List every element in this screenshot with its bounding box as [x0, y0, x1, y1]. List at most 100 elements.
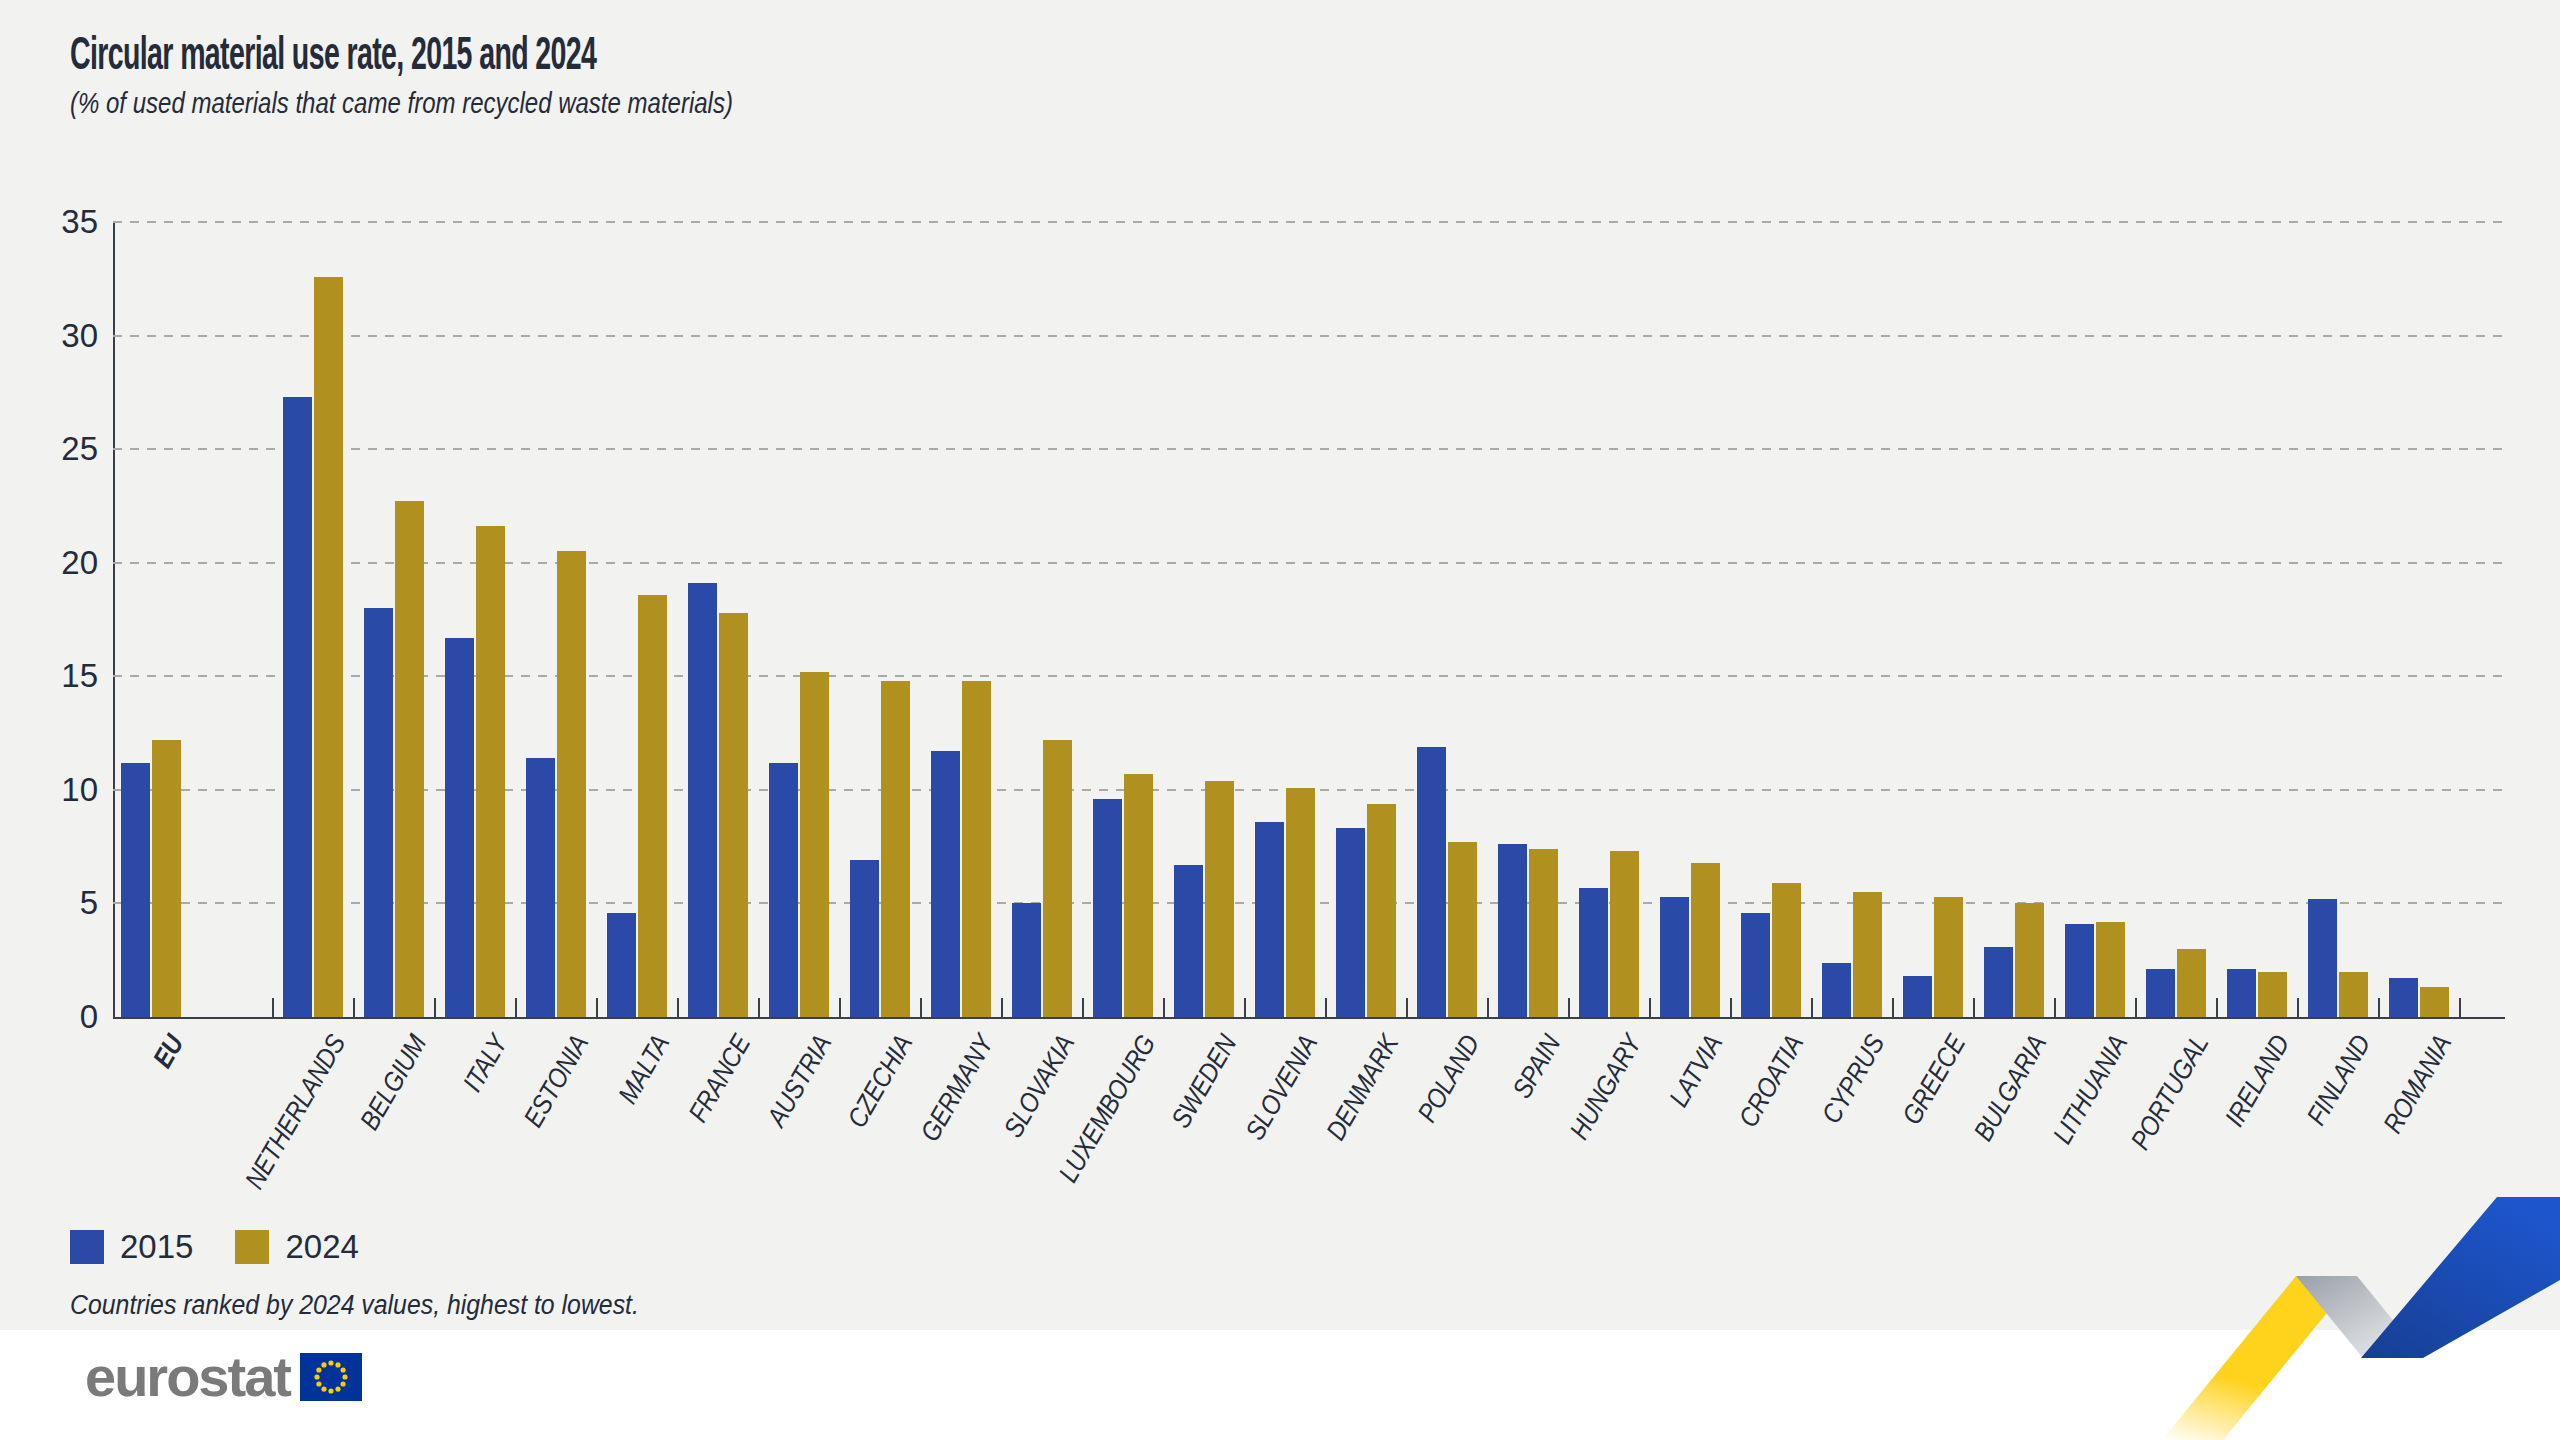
bar-2015-romania [2389, 978, 2418, 1017]
bar-2015-germany [931, 751, 960, 1017]
x-axis-label-malta: MALTA [510, 1031, 674, 1288]
flag-star [340, 1367, 345, 1372]
x-axis-tick [1973, 998, 1975, 1017]
bar-2024-lithuania [2096, 922, 2125, 1017]
x-axis-label-lithuania: LITHUANIA [1968, 1031, 2132, 1288]
bar-2015-latvia [1660, 897, 1689, 1017]
x-axis-tick [1001, 998, 1003, 1017]
bar-2024-slovakia [1043, 740, 1072, 1017]
flag-star [316, 1381, 321, 1386]
eurostat-infographic: { "title": "Circular material use rate, … [0, 0, 2560, 1440]
bar-2024-italy [476, 526, 505, 1017]
bar-2015-austria [769, 763, 798, 1017]
page-title: Circular material use rate, 2015 and 202… [70, 26, 596, 80]
x-axis-label-italy: ITALY [348, 1031, 512, 1288]
bar-2015-sweden [1174, 865, 1203, 1017]
bar-chart-plot-area: 05101520253035EUNETHERLANDSBELGIUMITALYE… [113, 222, 2505, 1017]
bar-2024-luxembourg [1124, 774, 1153, 1017]
x-axis-tick [1082, 998, 1084, 1017]
legend-swatch-2024 [235, 1230, 269, 1264]
x-axis-tick [677, 998, 679, 1017]
bar-2015-eu [121, 763, 150, 1017]
bar-2024-latvia [1691, 863, 1720, 1017]
flag-star [335, 1387, 340, 1392]
bar-2024-malta [638, 595, 667, 1017]
bar-2015-luxembourg [1093, 799, 1122, 1017]
x-axis-tick [1406, 998, 1408, 1017]
x-axis-label-bulgaria: BULGARIA [1887, 1031, 2051, 1288]
bar-2024-cyprus [1853, 892, 1882, 1017]
bar-2024-greece [1934, 897, 1963, 1017]
bar-2024-hungary [1610, 851, 1639, 1017]
bar-2024-estonia [557, 551, 586, 1017]
bar-2024-romania [2420, 987, 2449, 1017]
x-axis-label-luxembourg: LUXEMBOURG [996, 1031, 1160, 1288]
gridline-30 [113, 335, 2505, 337]
bar-2024-germany [962, 681, 991, 1017]
x-axis-label-greece: GREECE [1806, 1031, 1970, 1288]
legend-item-2024: 2024 [235, 1228, 358, 1266]
bar-2015-malta [607, 913, 636, 1017]
x-axis-label-slovenia: SLOVENIA [1158, 1031, 1322, 1288]
gridline-35 [113, 221, 2505, 223]
x-axis-baseline [113, 1017, 2505, 1019]
x-axis-label-spain: SPAIN [1401, 1031, 1565, 1288]
x-axis-tick [1325, 998, 1327, 1017]
flag-star [342, 1374, 347, 1379]
bar-2015-cyprus [1822, 963, 1851, 1018]
bar-2024-netherlands [314, 277, 343, 1017]
bar-2015-italy [445, 638, 474, 1017]
eu-flag-icon [300, 1353, 362, 1401]
x-axis-tick [2216, 998, 2218, 1017]
bar-2024-eu [152, 740, 181, 1017]
y-axis-line [113, 222, 115, 1017]
x-axis-tick [1163, 998, 1165, 1017]
bar-2015-estonia [526, 758, 555, 1017]
flag-star [340, 1381, 345, 1386]
chart-legend: 2015 2024 [70, 1228, 359, 1266]
x-axis-tick [1487, 998, 1489, 1017]
bar-2015-hungary [1579, 888, 1608, 1017]
x-axis-tick [1649, 998, 1651, 1017]
flag-star [335, 1362, 340, 1367]
x-axis-tick [1730, 998, 1732, 1017]
y-tick-label-30: 30 [38, 319, 98, 352]
x-axis-label-germany: GERMANY [834, 1031, 998, 1288]
x-axis-tick [1244, 998, 1246, 1017]
x-axis-tick [596, 998, 598, 1017]
bar-2024-poland [1448, 842, 1477, 1017]
x-axis-tick [2459, 998, 2461, 1017]
y-tick-label-35: 35 [38, 205, 98, 238]
bar-2015-poland [1417, 747, 1446, 1017]
x-axis-tick [839, 998, 841, 1017]
decorative-trend-ribbon [2130, 1150, 2560, 1440]
bar-2015-croatia [1741, 913, 1770, 1017]
page-subtitle: (% of used materials that came from recy… [70, 86, 733, 120]
bar-2015-portugal [2146, 969, 2175, 1017]
gridline-25 [113, 448, 2505, 450]
legend-swatch-2015 [70, 1230, 104, 1264]
legend-label-2024: 2024 [285, 1228, 358, 1266]
bar-2024-portugal [2177, 949, 2206, 1017]
bar-2024-belgium [395, 501, 424, 1017]
x-axis-tick [2054, 998, 2056, 1017]
bar-2024-slovenia [1286, 788, 1315, 1017]
x-axis-label-austria: AUSTRIA [672, 1031, 836, 1288]
bar-2015-belgium [364, 608, 393, 1017]
bar-2015-czechia [850, 860, 879, 1017]
bar-2024-austria [800, 672, 829, 1017]
flag-star [328, 1388, 333, 1393]
x-axis-tick [758, 998, 760, 1017]
x-axis-label-poland: POLAND [1320, 1031, 1484, 1288]
legend-item-2015: 2015 [70, 1228, 193, 1266]
bar-2024-czechia [881, 681, 910, 1017]
x-axis-label-latvia: LATVIA [1563, 1031, 1727, 1288]
x-axis-label-slovakia: SLOVAKIA [915, 1031, 1079, 1288]
bar-2015-lithuania [2065, 924, 2094, 1017]
flag-star [314, 1374, 319, 1379]
bar-2015-slovenia [1255, 822, 1284, 1017]
bar-2024-ireland [2258, 972, 2287, 1017]
y-tick-label-5: 5 [38, 886, 98, 919]
y-tick-label-25: 25 [38, 432, 98, 465]
x-axis-label-denmark: DENMARK [1239, 1031, 1403, 1288]
